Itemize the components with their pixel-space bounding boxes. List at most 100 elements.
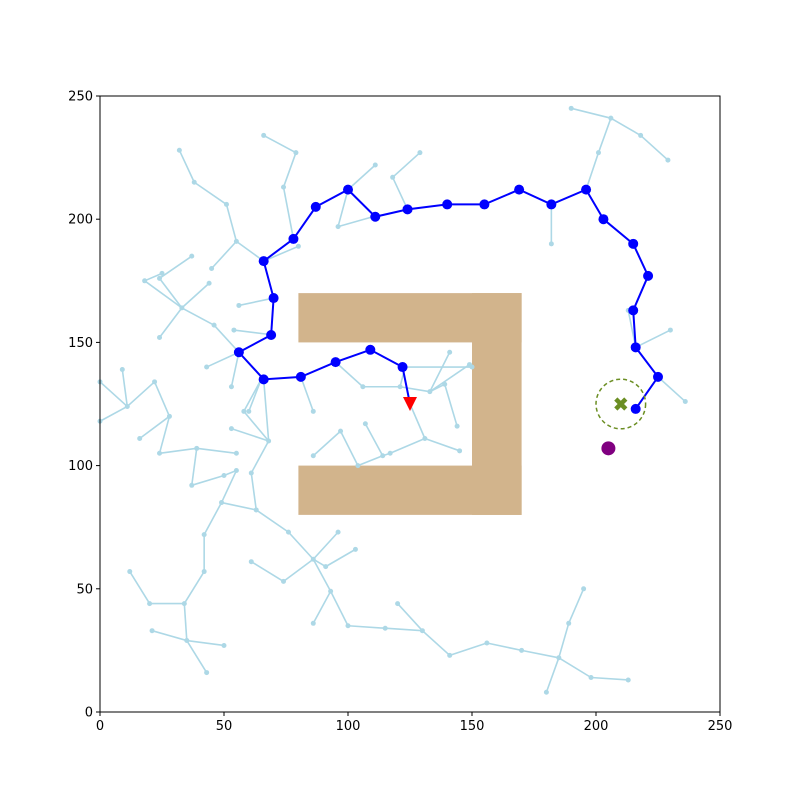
path-node	[365, 344, 376, 355]
path-node	[258, 256, 269, 267]
tree-edge	[262, 379, 270, 442]
path-node	[233, 347, 244, 358]
tree-node	[328, 588, 334, 594]
tree-edge	[263, 245, 299, 262]
tree-edge	[385, 627, 423, 632]
tree-node	[248, 559, 254, 565]
tree-node	[223, 201, 229, 207]
tree-edge	[220, 470, 238, 503]
tree-node	[181, 601, 187, 607]
tree-edge	[158, 307, 183, 338]
tree-node	[310, 556, 316, 562]
tree-node	[310, 408, 316, 414]
tree-edge	[144, 280, 183, 309]
tree-node	[204, 364, 210, 370]
tree-edge	[126, 381, 156, 408]
tree-edge	[159, 255, 193, 279]
tree-edge	[250, 440, 270, 474]
tree-edge	[391, 176, 409, 210]
tree-edge	[429, 363, 470, 393]
tree-edge	[121, 369, 129, 407]
path-node	[295, 371, 306, 382]
tree-node	[390, 174, 396, 180]
tree-edge	[238, 297, 274, 307]
path-node	[628, 305, 639, 316]
x-tick-label: 200	[584, 719, 609, 734]
tree-node	[285, 529, 291, 535]
tree-node	[380, 453, 386, 459]
tree-node	[248, 470, 254, 476]
tree-node	[372, 162, 378, 168]
tree-edge	[196, 447, 237, 455]
tree-node	[581, 586, 587, 592]
tree-node	[417, 150, 423, 156]
tree-node	[323, 564, 329, 570]
tree-edge	[597, 117, 612, 153]
tree-node	[335, 529, 341, 535]
goal-marker	[614, 397, 628, 411]
obstacle-block	[298, 465, 522, 515]
tree-node	[608, 115, 614, 121]
tree-edge	[399, 385, 430, 393]
path-node	[653, 371, 663, 382]
tree-node	[189, 482, 195, 488]
y-axis-ticks: 0 50 100 150 200 250	[68, 90, 100, 721]
tree-edge	[181, 307, 215, 326]
tree-edge	[190, 448, 198, 486]
tree-edge	[263, 134, 297, 154]
tree-edge	[329, 590, 349, 627]
tree-edge	[657, 376, 686, 403]
tree-node	[179, 305, 185, 311]
tree-edge	[339, 430, 359, 466]
tree-edge	[585, 152, 600, 190]
tree-edge	[158, 277, 183, 309]
path-node	[397, 362, 408, 373]
tree-edge	[221, 501, 257, 511]
tree-node	[442, 381, 448, 387]
tree-edge	[183, 603, 188, 641]
tree-node	[310, 453, 316, 459]
tree-node	[295, 243, 301, 249]
tree-node	[241, 408, 247, 414]
marker-layer	[403, 378, 647, 456]
tree-edge	[255, 509, 289, 533]
tree-edge	[181, 282, 210, 309]
tree-node	[595, 150, 601, 156]
y-tick-label: 150	[68, 336, 93, 351]
tree-node	[548, 241, 554, 247]
tree-edge	[191, 474, 225, 487]
path-node	[643, 270, 654, 281]
path-node	[630, 342, 641, 353]
tree-edge	[211, 240, 237, 270]
tree-edge	[243, 410, 270, 442]
tree-layer	[97, 105, 688, 695]
tree-node	[261, 132, 267, 138]
tree-edge	[357, 455, 384, 467]
path-node	[630, 403, 641, 414]
tree-edge	[235, 240, 265, 262]
tree-node	[447, 349, 453, 355]
tree-edge	[635, 329, 671, 349]
tree-node	[566, 620, 572, 626]
tree-node	[211, 322, 217, 328]
x-tick-label: 250	[708, 719, 733, 734]
path-node	[581, 184, 592, 195]
path-node	[330, 357, 341, 368]
axes-frame	[99, 95, 721, 713]
y-tick-label: 50	[76, 582, 93, 597]
tree-node	[667, 327, 673, 333]
tree-node	[519, 647, 525, 653]
path-node	[598, 214, 609, 225]
tree-node	[457, 448, 463, 454]
tree-node	[191, 179, 197, 185]
tree-edge	[421, 630, 451, 656]
tree-node	[266, 438, 272, 444]
tree-node	[233, 238, 239, 244]
tree-node	[233, 450, 239, 456]
tree-edge	[230, 352, 240, 387]
tree-node	[159, 270, 165, 276]
tree-edge	[213, 324, 240, 353]
path-layer	[233, 184, 663, 414]
tree-node	[281, 578, 287, 584]
